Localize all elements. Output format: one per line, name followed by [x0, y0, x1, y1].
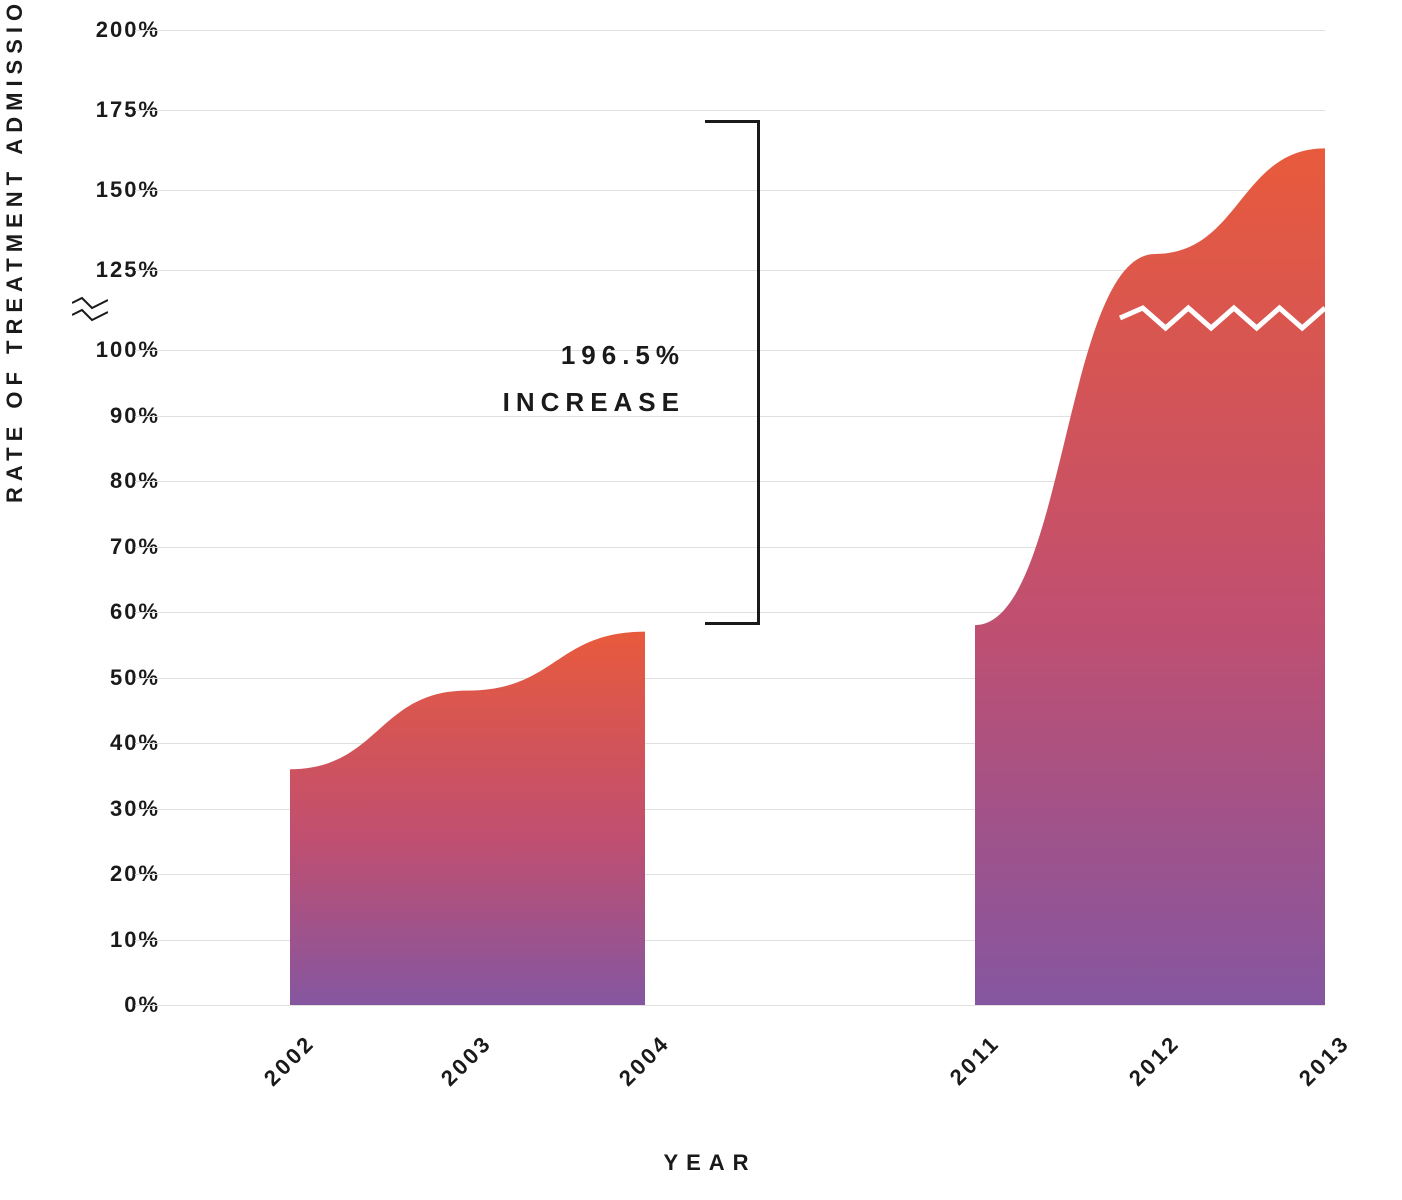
y-axis-title: RATE OF TREATMENT ADMISSIONS (PER 100,00… — [2, 0, 28, 503]
x-tick-label: 2004 — [586, 1030, 675, 1119]
x-tick-label: 2012 — [1096, 1030, 1185, 1119]
annotation-label: INCREASE — [475, 379, 685, 426]
annotation-value: 196.5% — [475, 332, 685, 379]
x-tick-label: 2013 — [1266, 1030, 1355, 1119]
x-tick-label: 2002 — [231, 1030, 320, 1119]
annotation-text: 196.5% INCREASE — [475, 332, 685, 426]
annotation-bracket — [705, 120, 760, 626]
gridline — [135, 1005, 1325, 1006]
x-tick-label: 2003 — [408, 1030, 497, 1119]
x-axis-title: YEAR — [663, 1150, 756, 1176]
area-series-1 — [290, 632, 645, 1005]
area-series-2 — [975, 148, 1325, 1005]
x-tick-label: 2011 — [916, 1030, 1005, 1119]
axis-break-icon — [72, 295, 108, 325]
chart-container: RATE OF TREATMENT ADMISSIONS (PER 100,00… — [60, 30, 1360, 1170]
